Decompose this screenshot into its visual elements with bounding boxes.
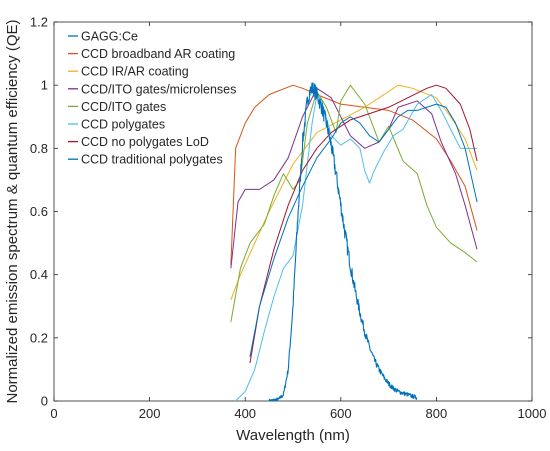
series-line-6 — [249, 84, 478, 364]
series-layer — [230, 82, 478, 402]
y-tick-label: 1.2 — [30, 15, 48, 30]
x-axis-title: Wavelength (nm) — [236, 427, 350, 444]
series-line-0 — [268, 82, 418, 402]
axes-box — [53, 21, 533, 402]
x-tick-label: 1000 — [518, 406, 547, 421]
series-line-1 — [230, 84, 478, 266]
legend-label: CCD no polygates LoD — [81, 135, 209, 149]
legend-label: CCD IR/AR coating — [81, 65, 189, 79]
legend-label: CCD traditional polygates — [81, 153, 223, 167]
x-tick-label: 200 — [139, 406, 161, 421]
y-tick-label: 0 — [41, 394, 48, 409]
series-line-7 — [249, 103, 478, 357]
legend-label: CCD polygates — [81, 118, 165, 132]
x-tick-label: 600 — [330, 406, 352, 421]
y-tick-label: 0.2 — [30, 330, 48, 345]
x-tick-label: 0 — [50, 406, 57, 421]
y-tick-label: 0.8 — [30, 141, 48, 156]
plot-area: 0 200 400 600 800 1000 0 0.2 0.4 0.6 0.8 1 1.2 — [30, 15, 547, 422]
series-line-3 — [230, 87, 478, 269]
series-line-4 — [230, 84, 478, 323]
x-tick-label: 800 — [426, 406, 448, 421]
y-tick-label: 0.4 — [30, 267, 48, 282]
y-tick-label: 1 — [41, 78, 48, 93]
y-axis-title: Normalized emission spectrum & quantum e… — [4, 19, 21, 403]
y-tick-label: 0.6 — [30, 204, 48, 219]
ticks-layer: 0 200 400 600 800 1000 0 0.2 0.4 0.6 0.8 1 1.2 — [30, 15, 547, 422]
legend: GAGG:Ce CCD broadband AR coating CCD IR/AR… — [68, 30, 236, 167]
series-line-5 — [235, 94, 478, 402]
legend-label: CCD broadband AR coating — [81, 47, 235, 61]
x-tick-label: 400 — [234, 406, 256, 421]
series-line-2 — [230, 84, 478, 301]
legend-label: CCD/ITO gates/microlenses — [81, 82, 236, 96]
legend-label: CCD/ITO gates — [81, 100, 166, 114]
legend-label: GAGG:Ce — [81, 30, 138, 44]
